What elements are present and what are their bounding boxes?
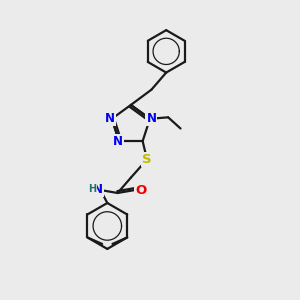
Text: H: H [88,184,96,194]
Text: N: N [105,112,115,125]
Text: N: N [146,112,156,125]
Text: N: N [93,183,103,196]
Text: S: S [142,153,152,166]
Text: N: N [112,135,123,148]
Text: O: O [135,184,146,196]
